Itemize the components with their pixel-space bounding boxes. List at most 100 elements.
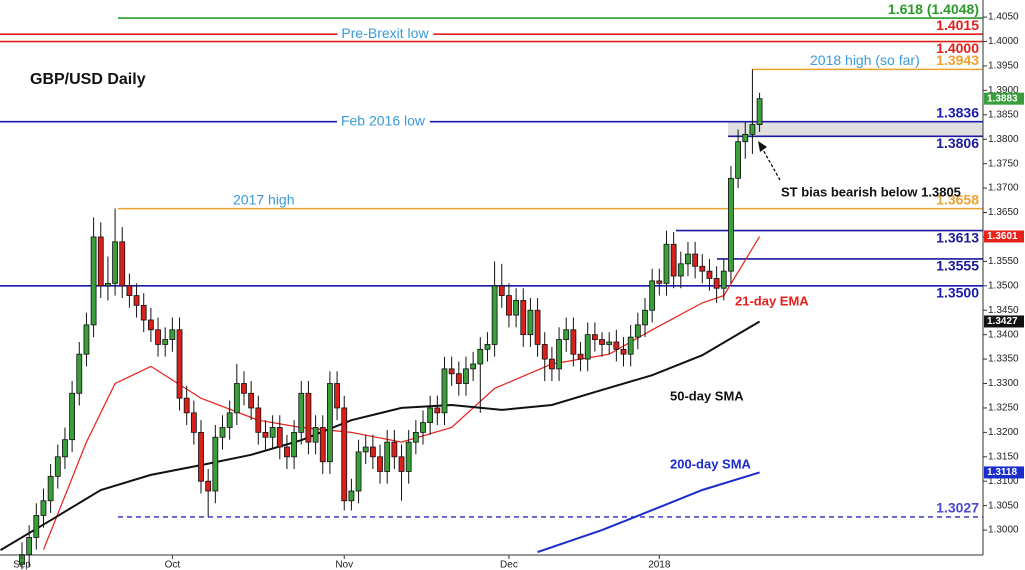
candle-body xyxy=(484,344,491,350)
level-label: 1.3555 xyxy=(936,258,979,274)
candle-body xyxy=(155,329,161,345)
overlay-line xyxy=(0,320,761,551)
candle-body xyxy=(40,500,47,516)
candle-body xyxy=(556,339,562,370)
candle-body xyxy=(541,344,548,360)
candle-body xyxy=(706,270,713,279)
candle-body xyxy=(140,304,147,321)
arrow-head xyxy=(758,141,767,152)
candle-body xyxy=(126,285,133,296)
annotation-arrow xyxy=(761,147,781,181)
candle-body xyxy=(520,300,527,336)
candles xyxy=(19,69,763,570)
level-label: 1.3836 xyxy=(936,104,979,120)
last-value-box xyxy=(984,315,1024,328)
y-tick-label: 1.3850 xyxy=(988,109,1019,120)
y-tick-label: 1.3100 xyxy=(988,476,1019,487)
last-price-box xyxy=(984,92,1024,105)
candle-body xyxy=(513,300,519,316)
candle-body xyxy=(255,407,262,433)
y-tick-label: 1.3650 xyxy=(988,207,1019,218)
y-tick-label: 1.3450 xyxy=(988,305,1019,316)
level-label: 1.3500 xyxy=(936,285,979,301)
chart-title: GBP/USD Daily xyxy=(30,71,146,88)
level-note: 2018 high (so far) xyxy=(810,52,920,68)
candle-body xyxy=(233,383,240,414)
last-value-label: 1.3601 xyxy=(987,231,1018,242)
candle-body xyxy=(563,329,570,340)
note-background xyxy=(336,111,430,130)
candle-body xyxy=(649,280,656,311)
candle-body xyxy=(33,515,40,538)
candle-body xyxy=(534,309,541,345)
candle-body xyxy=(463,368,469,384)
y-tick-label: 1.3000 xyxy=(988,525,1019,536)
candle-body xyxy=(312,427,319,443)
level-label: 1.3658 xyxy=(936,191,979,207)
candle-body xyxy=(606,341,613,345)
candle-body xyxy=(685,253,691,265)
note-background xyxy=(337,23,434,42)
candle-body xyxy=(327,383,333,463)
y-tick-label: 1.3750 xyxy=(988,158,1019,169)
candle-body xyxy=(398,456,405,472)
candle-body xyxy=(735,141,741,179)
y-tick-label: 1.3200 xyxy=(988,427,1019,438)
last-value-label: 1.3118 xyxy=(987,467,1017,478)
x-tick-label: Nov xyxy=(335,560,353,570)
level-label: 1.618 (1.4048) xyxy=(888,1,979,17)
level-label: 1.3943 xyxy=(936,52,979,68)
last-value-box xyxy=(984,466,1024,479)
x-tick-label: Sep xyxy=(13,560,31,570)
candle-body xyxy=(76,353,83,394)
candle-body xyxy=(62,439,68,458)
candle-body xyxy=(284,446,290,458)
level-note: Pre-Brexit low xyxy=(341,25,429,41)
candle-body xyxy=(570,329,577,355)
candle-body xyxy=(527,309,534,336)
candle-body xyxy=(591,334,598,340)
candle-body xyxy=(448,368,455,375)
y-tick-label: 1.3150 xyxy=(988,451,1019,462)
candle-body xyxy=(455,373,462,384)
y-tick-label: 1.3050 xyxy=(988,500,1019,511)
zone xyxy=(728,121,983,137)
candle-body xyxy=(169,329,176,340)
candle-body xyxy=(369,446,376,458)
candle-body xyxy=(470,363,477,370)
x-tick-label: 2018 xyxy=(648,560,671,570)
candle-body xyxy=(391,441,398,458)
candle-body xyxy=(276,427,283,448)
candle-body xyxy=(262,431,269,438)
y-tick-label: 1.3550 xyxy=(988,256,1019,267)
candle-body xyxy=(663,243,670,284)
candle-body xyxy=(384,441,391,472)
y-tick-label: 1.3250 xyxy=(988,403,1019,414)
candle-body xyxy=(549,358,555,370)
candle-body xyxy=(105,282,111,287)
candle-body xyxy=(584,334,591,360)
y-tick-label: 1.3950 xyxy=(988,61,1019,72)
candle-body xyxy=(749,124,756,135)
candle-body xyxy=(69,392,76,441)
level-label: 1.3806 xyxy=(936,135,979,151)
candle-body xyxy=(54,456,61,477)
candle-body xyxy=(319,427,326,463)
candle-body xyxy=(670,243,677,277)
candle-body xyxy=(133,295,140,306)
candle-body xyxy=(477,348,484,365)
candle-body xyxy=(677,263,684,277)
candle-body xyxy=(620,348,627,355)
candle-body xyxy=(334,383,340,409)
candle-body xyxy=(434,407,441,414)
candle-body xyxy=(176,329,183,399)
level-label: 1.4000 xyxy=(936,40,979,56)
candle-body xyxy=(190,412,197,433)
candle-body xyxy=(198,431,204,482)
candle-body xyxy=(692,253,699,267)
y-tick-label: 1.3500 xyxy=(988,280,1019,291)
candle-body xyxy=(427,407,434,424)
candle-body xyxy=(183,397,190,414)
